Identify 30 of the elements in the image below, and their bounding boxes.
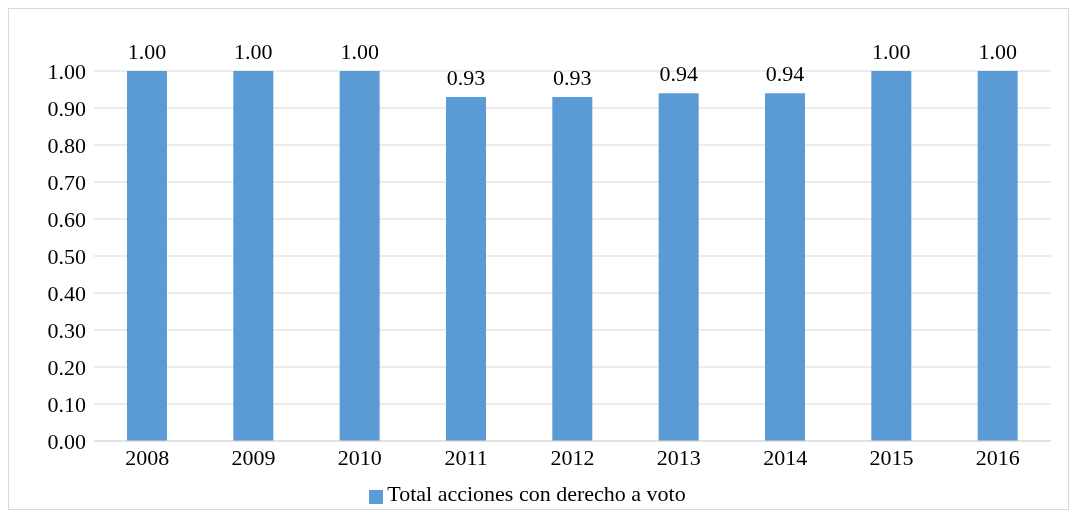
x-tick-label: 2009 xyxy=(231,444,276,470)
x-tick-label: 2008 xyxy=(125,444,170,470)
y-tick-label: 0.60 xyxy=(47,206,86,232)
x-tick-label: 2016 xyxy=(975,444,1020,470)
y-tick-label: 0.70 xyxy=(47,169,86,195)
data-label: 1.00 xyxy=(234,39,273,64)
y-tick-label: 1.00 xyxy=(47,58,86,84)
data-label: 0.94 xyxy=(765,61,805,87)
y-tick-label: 0.50 xyxy=(47,243,86,269)
y-tick-label: 0.00 xyxy=(47,428,86,454)
data-label: 0.93 xyxy=(446,64,486,90)
y-tick-label: 0.80 xyxy=(47,132,86,158)
x-tick-label: 2015 xyxy=(869,444,914,470)
data-label: 1.00 xyxy=(340,39,379,64)
data-label: 0.93 xyxy=(553,64,592,90)
x-tick-label: 2014 xyxy=(763,444,808,470)
y-tick-label: 0.30 xyxy=(47,317,86,343)
x-tick-label: 2012 xyxy=(550,444,595,470)
data-label: 1.00 xyxy=(872,39,911,64)
data-label: 1.00 xyxy=(127,39,167,64)
data-label: 1.00 xyxy=(978,39,1017,64)
y-tick-label: 0.90 xyxy=(47,95,86,121)
x-tick-label: 2011 xyxy=(444,444,488,470)
y-tick-label: 0.20 xyxy=(47,354,86,380)
data-label: 0.94 xyxy=(659,61,698,87)
y-tick-label: 0.40 xyxy=(47,280,86,306)
legend-label: Total acciones con derecho a voto xyxy=(387,481,686,506)
x-tick-label: 2010 xyxy=(337,444,382,470)
x-tick-label: 2013 xyxy=(656,444,701,470)
y-tick-label: 0.10 xyxy=(47,391,86,417)
